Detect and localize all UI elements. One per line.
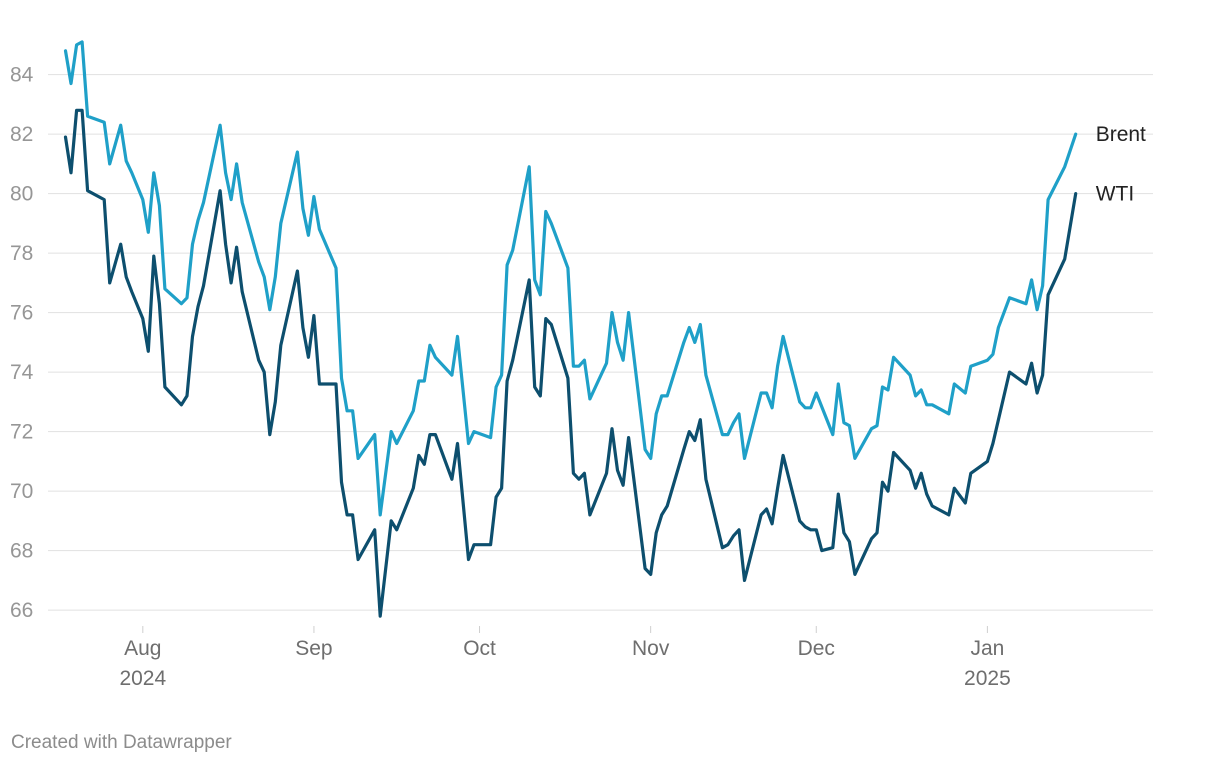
x-tick-label: Aug — [124, 637, 161, 660]
x-tick-year-label: 2024 — [119, 667, 166, 690]
y-tick-label: 84 — [10, 64, 34, 87]
x-tick-label: Dec — [798, 637, 835, 660]
y-tick-label: 66 — [10, 599, 33, 622]
y-tick-label: 82 — [10, 123, 33, 146]
series-label-brent: Brent — [1096, 123, 1146, 146]
x-tick-label: Oct — [463, 637, 496, 660]
series-end-labels: Brent WTI — [1096, 123, 1146, 206]
y-tick-label: 76 — [10, 302, 33, 325]
y-tick-label: 72 — [10, 421, 33, 444]
series-label-wti: WTI — [1096, 183, 1134, 206]
series-lines — [63, 40, 1078, 618]
y-tick-label: 78 — [10, 242, 33, 265]
x-tick-label: Jan — [970, 637, 1004, 660]
x-tick-year-label: 2025 — [964, 667, 1011, 690]
line-chart: 66 68 70 72 74 76 78 80 82 84 Aug 2024 Sep Oct Nov Dec… — [10, 40, 1153, 690]
y-tick-label: 68 — [10, 540, 33, 563]
y-tick-label: 74 — [10, 361, 34, 384]
x-axis-ticks: Aug 2024 Sep Oct Nov Dec Jan 2025 — [119, 626, 1011, 690]
grid-lines — [48, 74, 1153, 611]
series-line-wti — [63, 108, 1078, 618]
y-axis-ticks: 66 68 70 72 74 76 78 80 82 84 — [10, 64, 34, 623]
x-tick-label: Sep — [295, 637, 332, 660]
y-tick-label: 70 — [10, 480, 33, 503]
datawrapper-credit: Created with Datawrapper — [11, 732, 232, 753]
x-tick-label: Nov — [632, 637, 670, 660]
y-tick-label: 80 — [10, 183, 33, 206]
series-line-brent — [63, 40, 1078, 517]
